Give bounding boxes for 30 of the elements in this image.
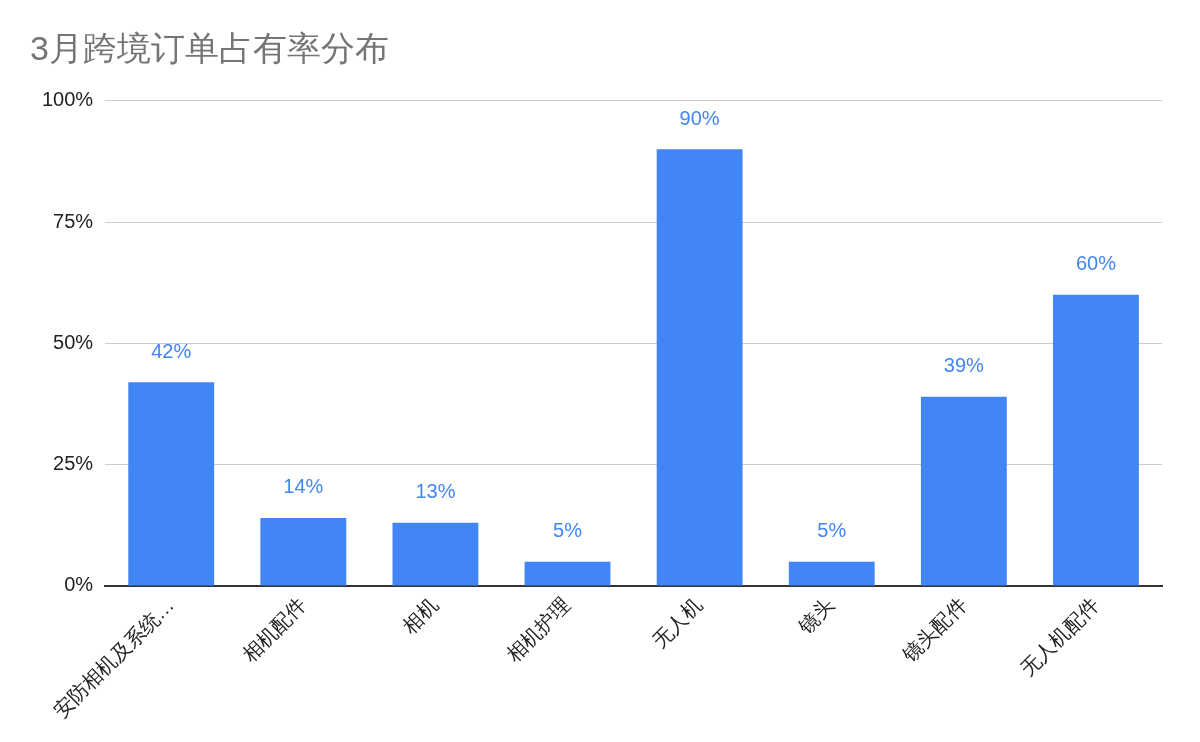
y-tick-label: 0% [64,573,94,596]
bar [788,561,875,586]
bar [260,517,347,586]
x-tick-label: 镜头 [793,593,839,639]
x-tick-label: 镜头配件 [897,593,971,667]
y-tick-label: 50% [53,330,94,353]
data-label: 60% [1075,252,1117,275]
data-label: 39% [943,354,985,377]
bar [128,382,215,586]
data-label: 5% [817,519,847,542]
data-label: 14% [283,475,324,498]
x-tick-label: 无人机配件 [1016,593,1103,680]
chart-title: 3月跨境订单占有率分布 [30,28,389,67]
bar [920,396,1007,586]
y-tick-label: 75% [53,209,94,232]
bar [1053,294,1139,586]
bar [656,149,743,586]
bar [524,561,611,586]
y-tick-label: 100% [42,88,94,111]
data-label: 42% [151,339,192,362]
x-tick-label: 相机护理 [502,593,575,666]
bar [392,522,479,586]
data-label: 5% [553,519,583,542]
x-tick-label: 相机配件 [237,593,311,666]
y-tick-label: 25% [53,452,94,475]
x-tick-label: 安防相机及系统… [49,593,178,723]
x-tick-label: 无人机 [648,593,707,652]
data-label: 13% [415,480,456,503]
x-tick-label: 相机 [398,593,443,638]
data-label: 90% [679,106,720,129]
